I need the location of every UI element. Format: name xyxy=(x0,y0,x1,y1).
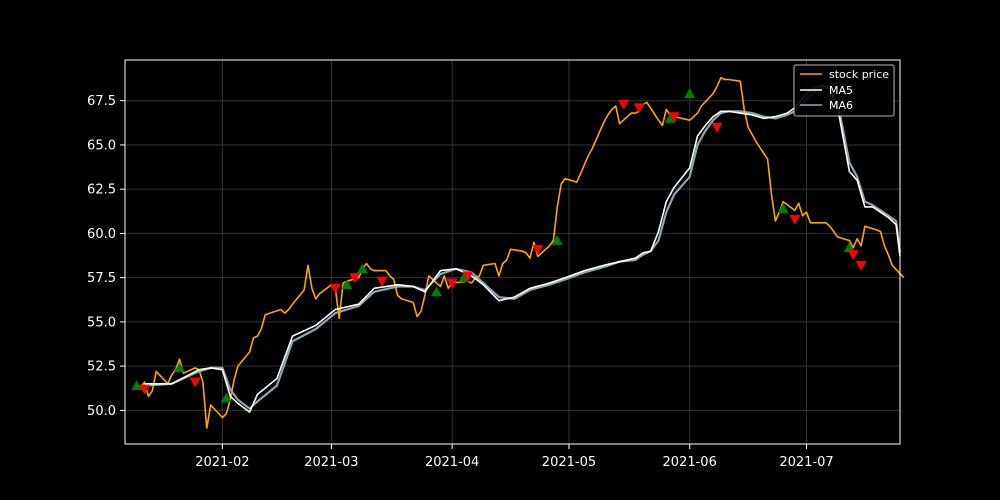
sell-signal-marker xyxy=(138,384,150,395)
buy-signal-marker xyxy=(431,286,443,297)
legend: stock price MA5 MA6 xyxy=(793,64,895,117)
y-tick-label: 60.0 xyxy=(87,227,116,242)
sell-signal-marker xyxy=(462,271,474,282)
sell-signal-marker xyxy=(711,122,723,133)
sell-signal-marker xyxy=(668,112,680,123)
y-tick-label: 67.5 xyxy=(87,94,116,109)
buy-signal-marker xyxy=(131,380,143,391)
x-tick-label: 2021-07 xyxy=(779,455,833,470)
buy-signal-marker xyxy=(341,279,353,290)
sell-signal-marker xyxy=(855,260,867,271)
buy-signal-marker xyxy=(458,272,470,283)
buy-signal-marker xyxy=(843,242,855,252)
sell-signal-marker xyxy=(189,377,201,388)
y-tick-label: 55.0 xyxy=(87,315,116,330)
buy-signal-marker xyxy=(357,263,369,274)
grid xyxy=(125,60,900,444)
buy-signal-marker xyxy=(664,112,676,123)
buy-signal-marker xyxy=(684,88,696,99)
sell-signal-marker xyxy=(376,276,388,287)
buy-signal-marker xyxy=(551,234,563,245)
y-tick-label: 52.5 xyxy=(87,360,116,375)
sell-signal-marker xyxy=(847,250,859,261)
legend-label-ma6: MA6 xyxy=(829,99,853,112)
buy-signal-marker xyxy=(174,362,186,373)
sell-signal-marker xyxy=(633,103,645,114)
x-tick-label: 2021-04 xyxy=(425,455,479,470)
x-axis: 2021-02 2021-03 2021-04 2021-05 2021-06 2021-… xyxy=(195,444,834,470)
x-tick-label: 2021-05 xyxy=(542,455,596,470)
y-tick-label: 50.0 xyxy=(87,404,116,419)
buy-signal-marker xyxy=(777,203,789,214)
x-tick-label: 2021-03 xyxy=(304,455,358,470)
x-tick-label: 2021-06 xyxy=(663,455,717,470)
x-tick-label: 2021-02 xyxy=(195,455,249,470)
plot-frame xyxy=(124,59,901,445)
series-line-stock-price xyxy=(139,76,905,429)
y-tick-label: 57.5 xyxy=(87,271,116,286)
legend-label-ma5: MA5 xyxy=(829,84,853,97)
signal-markers xyxy=(131,88,867,403)
sell-signal-marker xyxy=(789,214,801,225)
sell-signal-marker xyxy=(329,283,341,294)
legend-label-stock-price: stock price xyxy=(829,68,889,81)
sell-signal-marker xyxy=(349,273,361,284)
sell-signal-marker xyxy=(532,244,544,255)
legend-box xyxy=(793,64,895,117)
y-tick-label: 62.5 xyxy=(87,183,116,198)
sell-signal-marker xyxy=(446,278,458,289)
sell-signal-marker xyxy=(617,99,629,110)
y-tick-label: 65.0 xyxy=(87,138,116,153)
buy-signal-marker xyxy=(220,392,232,403)
y-axis: 50.0 52.5 55.0 57.5 60.0 62.5 65.0 67.5 xyxy=(87,94,125,419)
